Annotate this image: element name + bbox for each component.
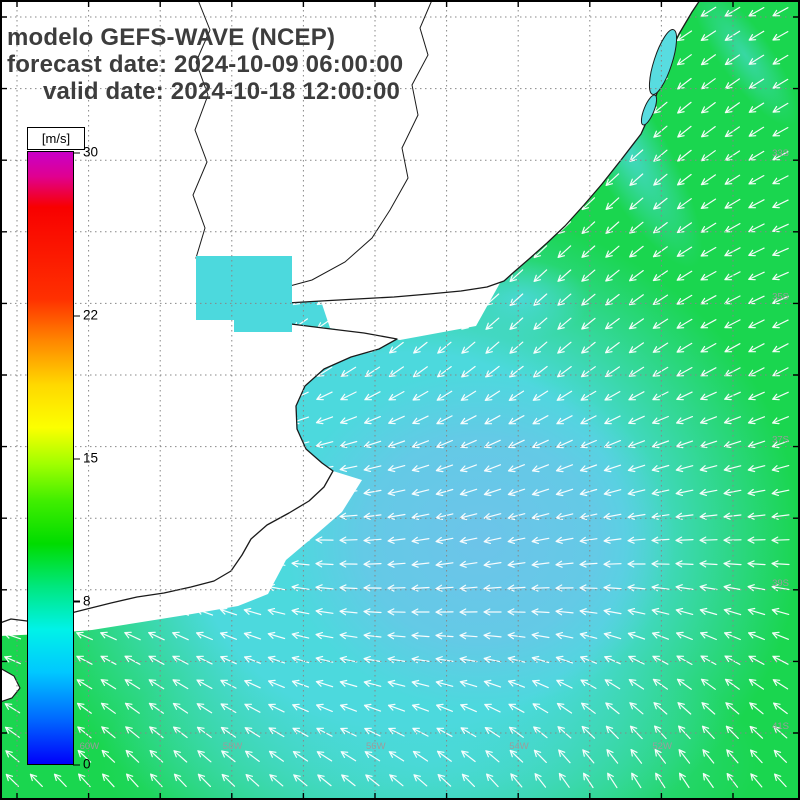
lat-label: 39S [772, 578, 789, 589]
lat-label: 37S [772, 435, 789, 446]
lon-label: 54W [509, 741, 529, 752]
valid-date-line: valid date: 2024-10-18 12:00:00 [43, 78, 401, 105]
estuary-grid-cells [196, 256, 292, 332]
lon-label: 52W [652, 741, 672, 752]
coast-bump [0, 667, 21, 703]
colorbar-tick-8: 8 [73, 593, 91, 609]
lat-label: 33S [772, 148, 789, 159]
title-block: modelo GEFS-WAVE (NCEP) forecast date: 2… [7, 24, 403, 105]
colorbar-units-label: [m/s] [27, 127, 85, 150]
graticule-labels-layer: 60W 58W 56W 54W 52W 33S 35S 37S 39S 41S [80, 148, 789, 752]
model-title: modelo GEFS-WAVE (NCEP) [7, 24, 336, 51]
lat-label: 41S [772, 721, 789, 732]
lat-label: 35S [772, 291, 789, 302]
coastal-lagoon [648, 29, 678, 95]
colorbar-tick-22: 22 [72, 307, 99, 323]
river-line-uruguay [245, 0, 433, 294]
colorbar: [m/s] 30 22 15 8 0 [27, 127, 157, 772]
landmass-coastline [0, 0, 701, 624]
colorbar-tick-30: 30 [72, 144, 99, 160]
coastal-lagoon-small [640, 94, 658, 126]
forecast-date-line: forecast date: 2024-10-09 06:00:00 [7, 51, 404, 78]
lon-label: 60W [80, 741, 100, 752]
land-layer [0, 0, 701, 703]
lon-label: 58W [223, 741, 243, 752]
low-wind-blue-patch [285, 370, 675, 710]
colorbar-gradient-bar: 30 22 15 8 0 [27, 145, 98, 772]
lon-label: 56W [366, 741, 386, 752]
colorbar-tick-15: 15 [72, 450, 99, 466]
coastal-cyan-streak [691, 0, 799, 127]
colorbar-tick-0: 0 [73, 756, 91, 772]
